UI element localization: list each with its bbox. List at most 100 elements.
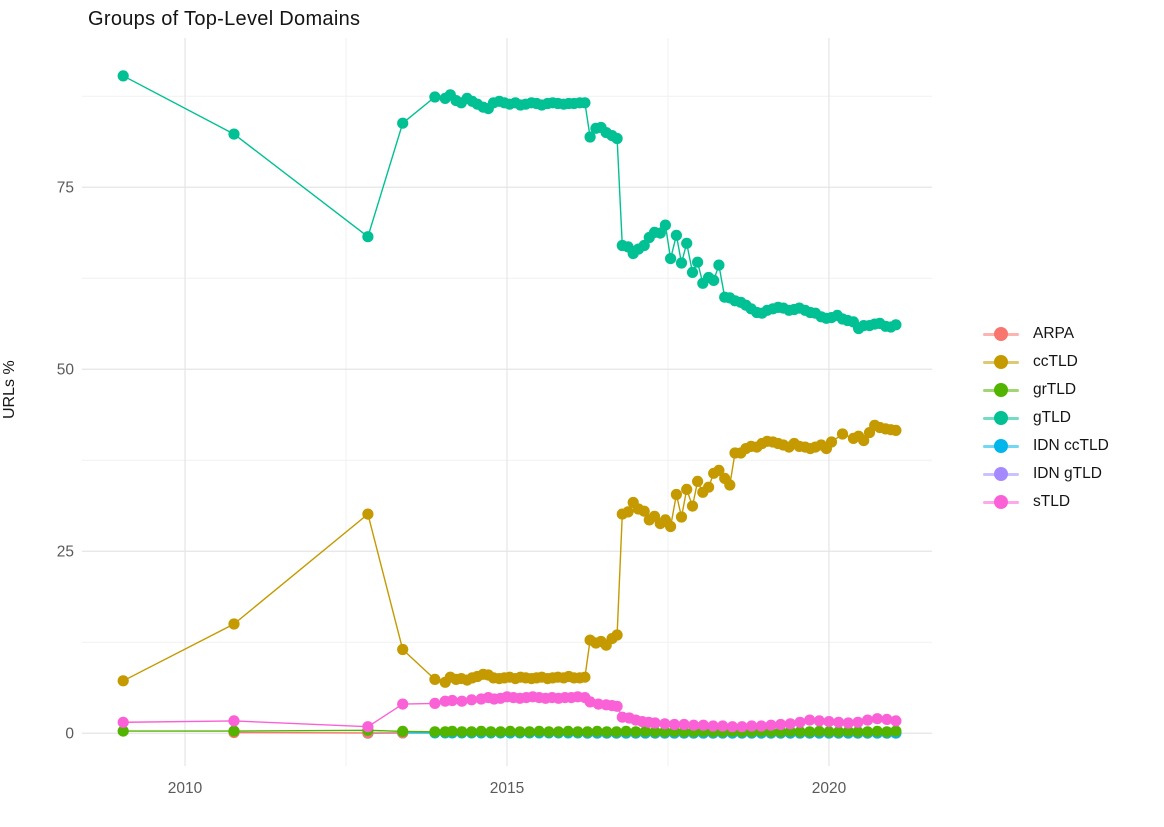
legend-item-idn-gtld: IDN gTLD: [983, 460, 1109, 488]
data-point-stld: [765, 719, 777, 731]
legend-key-dot: [994, 383, 1008, 397]
data-point-grtld: [794, 726, 806, 738]
data-point-stld: [833, 716, 845, 728]
data-point-grtld: [659, 726, 671, 738]
legend-key-dot: [994, 327, 1008, 341]
data-point-gtld: [117, 70, 129, 82]
data-point-gtld: [654, 227, 666, 239]
legend: ARPA ccTLD grTLD gTLD IDN ccTLD IDN gTLD sTLD: [983, 320, 1109, 516]
y-tick-label: 0: [65, 726, 74, 743]
data-point-gtld: [692, 256, 704, 268]
data-point-stld: [726, 721, 739, 733]
legend-key-icon: [983, 382, 1019, 398]
legend-key-dot: [994, 495, 1008, 509]
legend-label: gTLD: [1033, 409, 1071, 426]
data-point-grtld: [429, 726, 441, 738]
data-point-grtld: [533, 725, 545, 738]
data-point-gtld: [681, 237, 693, 249]
legend-item-arpa: ARPA: [983, 320, 1109, 348]
legend-key-icon: [983, 466, 1019, 482]
data-point-grtld: [610, 726, 623, 738]
data-point-cctld: [703, 481, 715, 493]
data-point-stld: [746, 720, 758, 732]
data-point-grtld: [620, 725, 632, 738]
legend-item-idn-cctld: IDN ccTLD: [983, 432, 1109, 460]
data-point-grtld: [466, 726, 478, 738]
data-point-stld: [813, 715, 825, 727]
data-point-cctld: [579, 671, 591, 683]
data-point-cctld: [611, 629, 623, 641]
legend-label: IDN gTLD: [1033, 465, 1102, 482]
data-point-gtld: [670, 229, 683, 241]
data-point-stld: [842, 717, 854, 729]
data-point-stld: [871, 713, 883, 725]
x-tick-label: 2015: [490, 780, 524, 797]
data-point-stld: [784, 718, 796, 730]
data-point-stld: [659, 718, 671, 730]
data-point-gtld: [228, 128, 240, 140]
data-point-cctld: [622, 506, 634, 518]
data-point-cctld: [117, 675, 129, 687]
data-point-grtld: [823, 726, 835, 738]
legend-item-stld: sTLD: [983, 488, 1109, 516]
data-point-grtld: [562, 725, 574, 738]
legend-label: ARPA: [1033, 325, 1075, 342]
data-point-stld: [862, 714, 874, 726]
data-point-cctld: [665, 520, 677, 533]
data-point-gtld: [713, 259, 725, 271]
data-point-gtld: [675, 257, 688, 269]
legend-key-icon: [983, 494, 1019, 510]
data-point-stld: [668, 718, 681, 731]
data-point-gtld: [686, 266, 699, 278]
data-point-cctld: [681, 483, 693, 495]
data-point-stld: [397, 698, 409, 710]
data-point-grtld: [228, 725, 240, 737]
data-point-cctld: [692, 475, 704, 487]
chart-title: Groups of Top-Level Domains: [88, 8, 361, 30]
data-point-grtld: [871, 725, 883, 738]
data-point-stld: [678, 718, 690, 731]
data-point-grtld: [639, 725, 652, 738]
data-point-cctld: [362, 508, 374, 520]
data-point-grtld: [862, 726, 874, 738]
data-point-gtld: [397, 117, 409, 129]
data-point-grtld: [804, 726, 816, 738]
data-point-gtld: [611, 132, 623, 145]
y-tick-label: 75: [57, 180, 74, 197]
data-point-cctld: [858, 435, 870, 447]
data-point-gtld: [708, 274, 720, 286]
series-line-cctld: [122, 424, 896, 684]
data-point-stld: [697, 719, 710, 731]
data-point-cctld: [397, 643, 409, 656]
legend-key-icon: [983, 438, 1019, 454]
data-point-stld: [707, 720, 719, 732]
data-point-cctld: [670, 488, 683, 501]
data-point-stld: [717, 720, 729, 732]
data-point-grtld: [504, 725, 516, 738]
data-point-stld: [688, 719, 700, 731]
legend-key-dot: [994, 411, 1008, 425]
legend-label: ccTLD: [1033, 353, 1078, 370]
data-point-grtld: [581, 726, 594, 738]
data-point-gtld: [638, 239, 650, 252]
data-point-cctld: [724, 479, 736, 491]
data-point-stld: [466, 694, 478, 706]
data-point-grtld: [591, 725, 603, 738]
legend-key-dot: [994, 355, 1008, 369]
legend-key-icon: [983, 410, 1019, 426]
data-point-gtld: [890, 319, 902, 331]
data-point-stld: [362, 721, 374, 733]
data-point-gtld: [659, 219, 672, 231]
data-point-gtld: [362, 231, 374, 243]
data-point-grtld: [523, 726, 536, 738]
data-point-grtld: [813, 725, 825, 738]
data-point-grtld: [456, 726, 468, 738]
data-point-cctld: [675, 511, 688, 523]
legend-key-dot: [994, 439, 1008, 453]
data-point-gtld: [579, 97, 591, 109]
series-line-gtld: [122, 75, 897, 330]
data-point-stld: [890, 715, 902, 727]
data-point-cctld: [825, 436, 838, 448]
data-point-grtld: [842, 725, 854, 738]
